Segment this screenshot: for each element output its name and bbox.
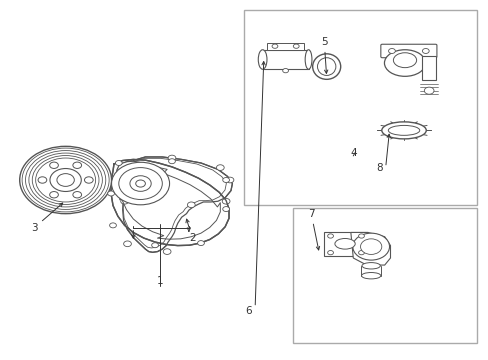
Text: 1: 1 bbox=[156, 276, 163, 286]
FancyBboxPatch shape bbox=[262, 50, 308, 69]
Circle shape bbox=[115, 161, 122, 166]
FancyBboxPatch shape bbox=[267, 42, 303, 50]
Circle shape bbox=[422, 49, 428, 54]
Circle shape bbox=[119, 168, 162, 199]
Ellipse shape bbox=[361, 262, 380, 269]
Circle shape bbox=[222, 198, 229, 204]
Circle shape bbox=[163, 249, 171, 255]
Text: 4: 4 bbox=[349, 148, 356, 158]
Circle shape bbox=[271, 44, 277, 48]
Ellipse shape bbox=[258, 50, 266, 69]
Circle shape bbox=[352, 233, 389, 260]
Circle shape bbox=[358, 234, 364, 238]
Circle shape bbox=[50, 162, 58, 168]
Circle shape bbox=[107, 191, 114, 196]
Circle shape bbox=[168, 155, 176, 161]
Ellipse shape bbox=[381, 122, 426, 139]
Circle shape bbox=[125, 160, 133, 166]
Text: 5: 5 bbox=[320, 37, 327, 73]
Circle shape bbox=[111, 162, 169, 205]
Circle shape bbox=[282, 68, 288, 73]
Text: 6: 6 bbox=[244, 306, 251, 316]
Polygon shape bbox=[116, 161, 155, 199]
Text: 8: 8 bbox=[376, 163, 383, 172]
Circle shape bbox=[123, 241, 131, 247]
FancyBboxPatch shape bbox=[292, 208, 476, 343]
Circle shape bbox=[151, 243, 158, 248]
Circle shape bbox=[38, 177, 47, 183]
Circle shape bbox=[136, 180, 145, 187]
Ellipse shape bbox=[317, 58, 335, 76]
Circle shape bbox=[84, 177, 93, 183]
Circle shape bbox=[293, 44, 299, 48]
Circle shape bbox=[360, 239, 381, 255]
Circle shape bbox=[73, 162, 81, 168]
Ellipse shape bbox=[393, 53, 416, 68]
Ellipse shape bbox=[387, 125, 419, 135]
Circle shape bbox=[327, 234, 333, 238]
Circle shape bbox=[187, 202, 195, 208]
Circle shape bbox=[57, 174, 74, 186]
FancyBboxPatch shape bbox=[380, 44, 436, 58]
Text: 2: 2 bbox=[185, 219, 195, 243]
Circle shape bbox=[424, 87, 433, 94]
Circle shape bbox=[109, 223, 116, 228]
FancyBboxPatch shape bbox=[324, 232, 367, 256]
Circle shape bbox=[50, 192, 58, 198]
Circle shape bbox=[388, 49, 394, 54]
Circle shape bbox=[216, 165, 224, 170]
Circle shape bbox=[197, 240, 204, 246]
Circle shape bbox=[121, 198, 128, 204]
FancyBboxPatch shape bbox=[422, 56, 435, 80]
Circle shape bbox=[327, 251, 333, 255]
Circle shape bbox=[130, 176, 151, 192]
FancyBboxPatch shape bbox=[244, 10, 476, 205]
Circle shape bbox=[20, 146, 111, 214]
Polygon shape bbox=[122, 157, 232, 252]
Polygon shape bbox=[350, 233, 390, 265]
Text: 7: 7 bbox=[307, 209, 319, 250]
Ellipse shape bbox=[305, 50, 311, 69]
Circle shape bbox=[73, 192, 81, 198]
Circle shape bbox=[225, 177, 233, 183]
Text: 3: 3 bbox=[31, 203, 62, 233]
Ellipse shape bbox=[384, 50, 425, 76]
Circle shape bbox=[358, 251, 364, 255]
Circle shape bbox=[50, 168, 81, 192]
Circle shape bbox=[168, 159, 175, 164]
Ellipse shape bbox=[312, 54, 340, 79]
Circle shape bbox=[223, 207, 229, 212]
Circle shape bbox=[223, 177, 229, 183]
Ellipse shape bbox=[361, 273, 380, 279]
Ellipse shape bbox=[334, 238, 354, 249]
Polygon shape bbox=[111, 159, 228, 246]
